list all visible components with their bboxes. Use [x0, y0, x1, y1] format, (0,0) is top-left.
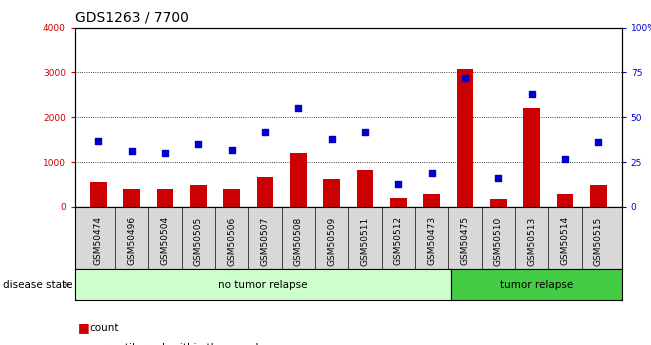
Text: tumor relapse: tumor relapse: [499, 280, 573, 289]
Bar: [90, 182, 107, 207]
Text: GSM50513: GSM50513: [527, 216, 536, 266]
Point: [126, 149, 137, 154]
Bar: [590, 186, 607, 207]
Point: [393, 181, 404, 186]
Point: [260, 129, 270, 135]
Point: [227, 147, 237, 152]
Bar: [523, 108, 540, 207]
Text: ■: ■: [78, 321, 90, 334]
Text: GSM50475: GSM50475: [460, 216, 469, 265]
Point: [326, 136, 337, 141]
Text: GSM50474: GSM50474: [94, 216, 103, 265]
Bar: [357, 170, 373, 207]
Bar: [290, 153, 307, 207]
Bar: [223, 189, 240, 207]
Point: [460, 75, 470, 81]
Bar: [490, 199, 506, 207]
Text: GSM50496: GSM50496: [127, 216, 136, 265]
Text: ■: ■: [78, 342, 90, 345]
Point: [193, 141, 204, 147]
Text: GSM50511: GSM50511: [361, 216, 370, 266]
Text: count: count: [89, 323, 118, 333]
Point: [527, 91, 537, 97]
Bar: [123, 189, 140, 207]
Text: GSM50504: GSM50504: [160, 216, 169, 265]
Point: [493, 176, 503, 181]
Text: GSM50506: GSM50506: [227, 216, 236, 266]
Text: GSM50473: GSM50473: [427, 216, 436, 265]
Point: [426, 170, 437, 176]
Bar: [557, 194, 574, 207]
Point: [293, 106, 303, 111]
Point: [93, 138, 104, 144]
Text: GSM50510: GSM50510: [494, 216, 503, 266]
Text: GSM50512: GSM50512: [394, 216, 403, 265]
Text: GSM50515: GSM50515: [594, 216, 603, 266]
Bar: [156, 189, 173, 207]
Point: [560, 156, 570, 161]
Point: [159, 150, 170, 156]
Text: GSM50507: GSM50507: [260, 216, 270, 266]
Point: [360, 129, 370, 135]
Bar: [324, 179, 340, 207]
Text: GSM50509: GSM50509: [327, 216, 336, 266]
Text: GSM50508: GSM50508: [294, 216, 303, 266]
Text: percentile rank within the sample: percentile rank within the sample: [89, 344, 265, 345]
Bar: [390, 198, 407, 207]
Text: GSM50505: GSM50505: [194, 216, 202, 266]
Bar: [190, 185, 206, 207]
Text: disease state: disease state: [3, 280, 73, 289]
Text: GSM50514: GSM50514: [561, 216, 570, 265]
Text: GDS1263 / 7700: GDS1263 / 7700: [75, 10, 189, 24]
Text: no tumor relapse: no tumor relapse: [218, 280, 307, 289]
Bar: [423, 195, 440, 207]
Point: [593, 140, 603, 145]
Bar: [456, 69, 473, 207]
Bar: [256, 177, 273, 207]
